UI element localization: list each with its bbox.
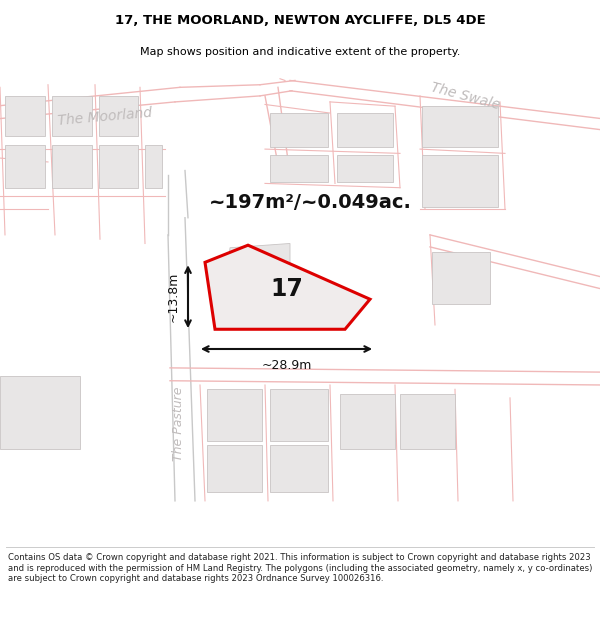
Polygon shape	[337, 113, 393, 148]
Text: The Moorland: The Moorland	[57, 106, 153, 127]
Text: Contains OS data © Crown copyright and database right 2021. This information is : Contains OS data © Crown copyright and d…	[8, 554, 592, 583]
Polygon shape	[52, 96, 92, 136]
Polygon shape	[422, 106, 498, 148]
Polygon shape	[207, 445, 262, 493]
Text: 17: 17	[270, 277, 303, 301]
Polygon shape	[52, 145, 92, 188]
Text: Map shows position and indicative extent of the property.: Map shows position and indicative extent…	[140, 47, 460, 57]
Text: ~13.8m: ~13.8m	[167, 271, 180, 322]
Polygon shape	[207, 389, 262, 441]
Polygon shape	[400, 394, 455, 449]
Polygon shape	[99, 145, 138, 188]
Polygon shape	[225, 244, 290, 291]
Polygon shape	[145, 145, 162, 188]
Polygon shape	[340, 394, 395, 449]
Polygon shape	[270, 445, 328, 493]
Polygon shape	[0, 376, 80, 449]
Polygon shape	[5, 145, 45, 188]
Polygon shape	[205, 245, 370, 329]
Text: ~197m²/~0.049ac.: ~197m²/~0.049ac.	[209, 192, 412, 212]
Text: 17, THE MOORLAND, NEWTON AYCLIFFE, DL5 4DE: 17, THE MOORLAND, NEWTON AYCLIFFE, DL5 4…	[115, 14, 485, 27]
Polygon shape	[432, 252, 490, 304]
Polygon shape	[5, 96, 45, 136]
Polygon shape	[99, 96, 138, 136]
Polygon shape	[337, 155, 393, 182]
Text: The Pasture: The Pasture	[172, 386, 185, 461]
Text: ~28.9m: ~28.9m	[262, 359, 311, 372]
Polygon shape	[270, 155, 328, 182]
Polygon shape	[270, 389, 328, 441]
Text: The Swale: The Swale	[429, 80, 501, 112]
Polygon shape	[270, 113, 328, 148]
Polygon shape	[422, 155, 498, 208]
